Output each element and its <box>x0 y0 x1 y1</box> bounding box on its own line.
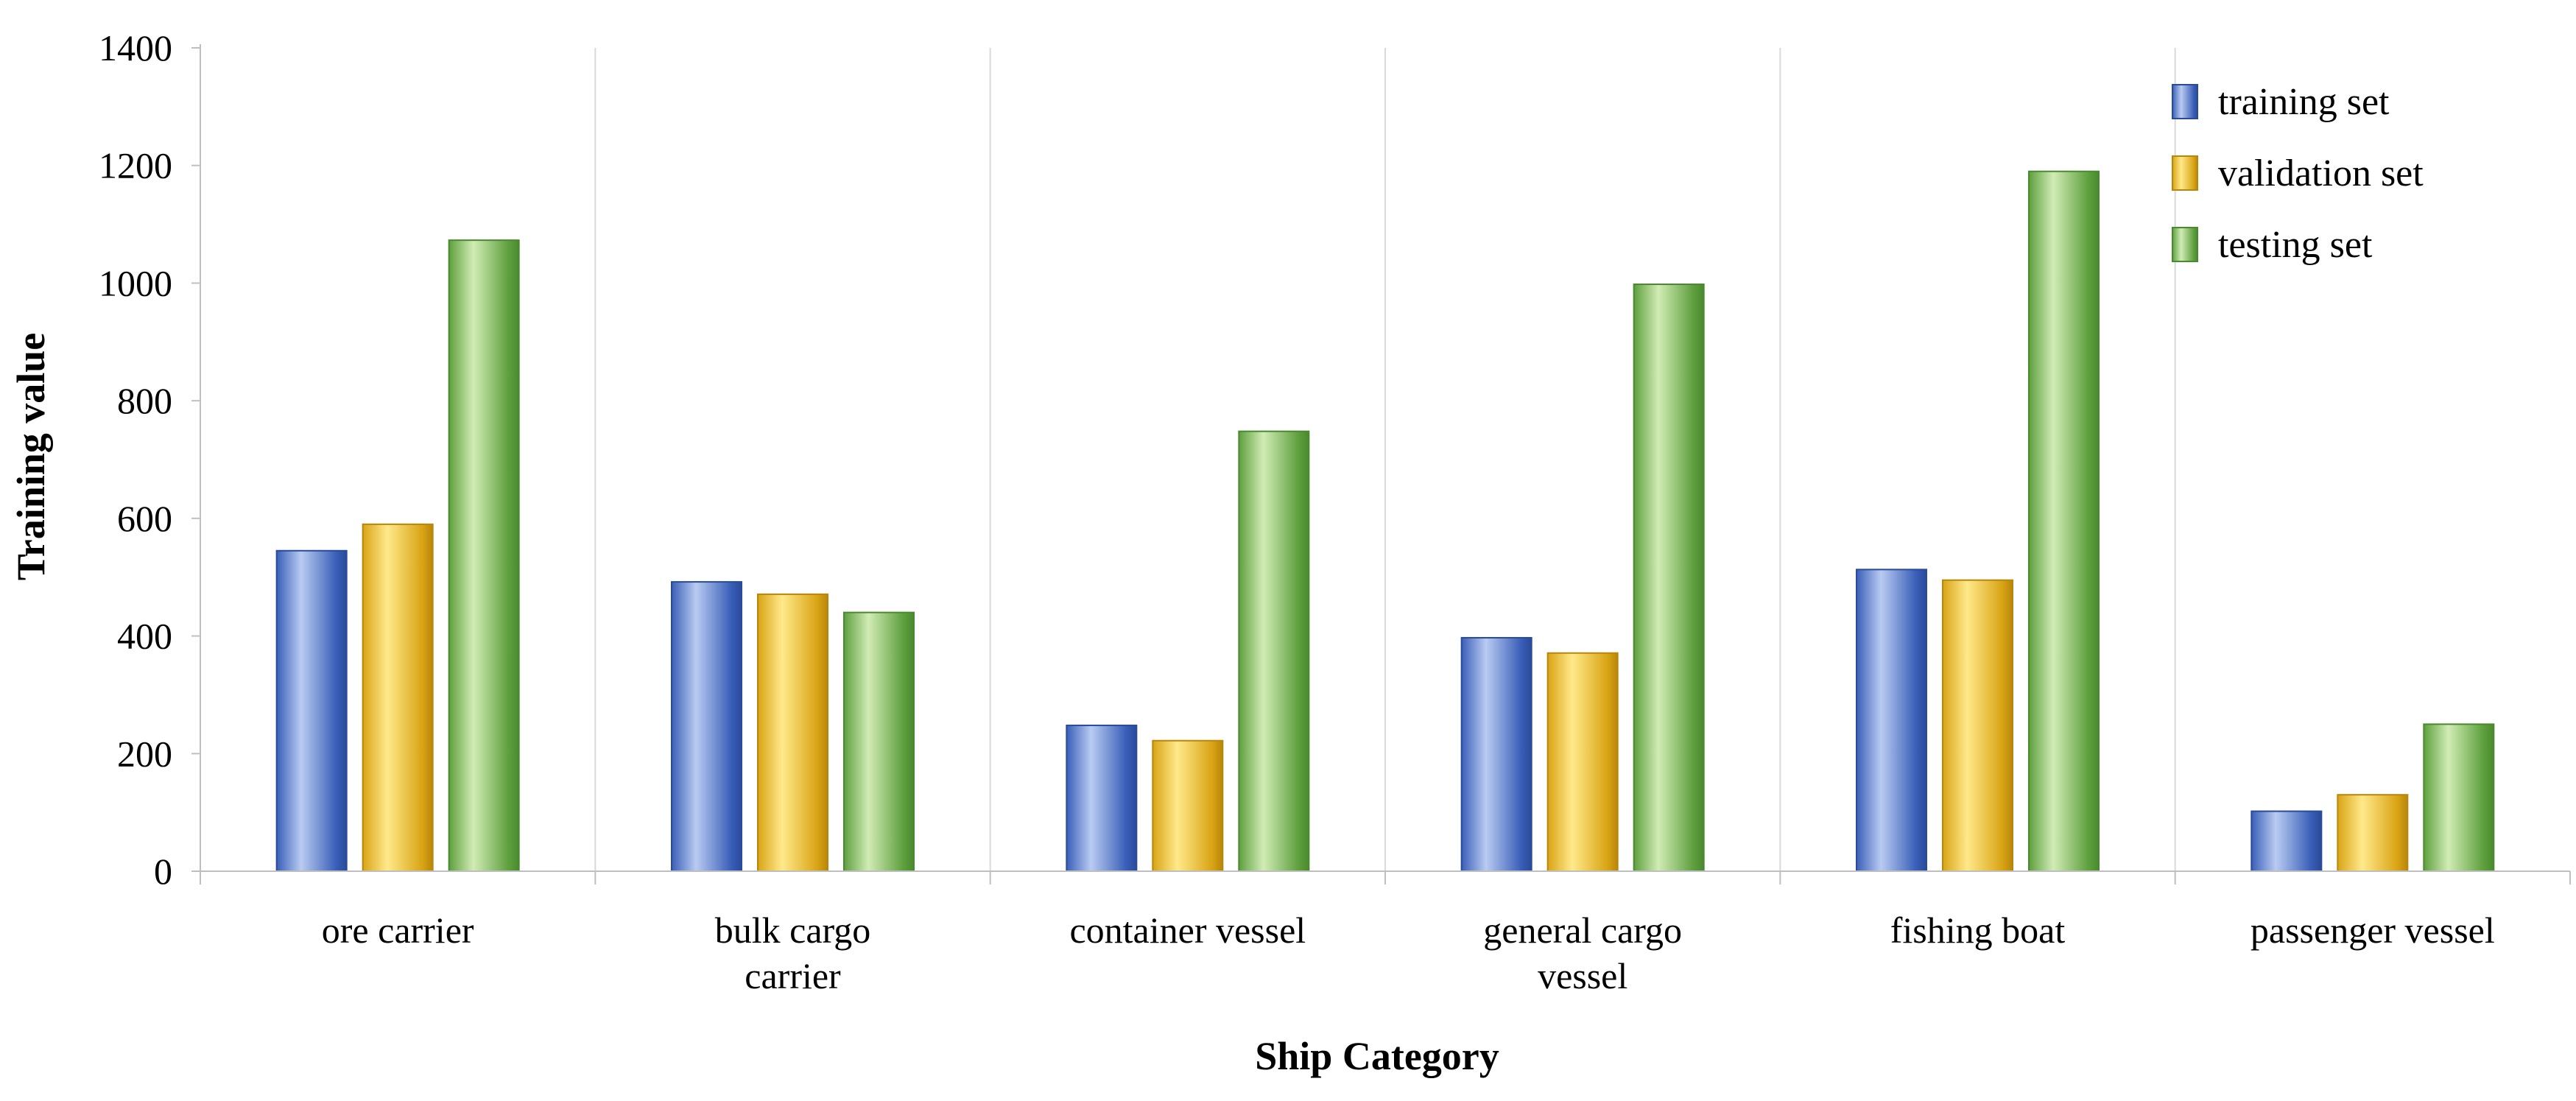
y-tick-label: 0 <box>154 851 172 892</box>
bar-training-set-bulk-cargo-carrier <box>671 581 742 872</box>
bar-training-set-general-cargo-vessel <box>1460 636 1532 873</box>
x-tick-label-general-cargo-vessel: vessel <box>1538 955 1627 996</box>
legend-swatch-testing-set <box>2172 227 2198 262</box>
y-axis-title: Training value <box>9 333 53 581</box>
y-tick-label: 1200 <box>99 145 172 186</box>
axes-layer: 0 200 400 600 800 1000 1200 1400 ore carrier bulk… <box>99 27 2571 996</box>
bar-testing-set-container-vessel <box>1238 430 1310 872</box>
bar-validation-set-fishing-boat <box>1942 579 2013 872</box>
bar-validation-set-passenger-vessel <box>2337 794 2409 872</box>
legend: training set validation set testing set <box>2172 81 2424 266</box>
bar-testing-set-passenger-vessel <box>2423 723 2495 872</box>
bar-training-set-container-vessel <box>1066 724 1138 872</box>
bar-testing-set-bulk-cargo-carrier <box>843 611 915 873</box>
y-tick-label: 1000 <box>99 262 172 303</box>
x-tick-label-ore-carrier: ore carrier <box>322 910 474 951</box>
y-tick-label: 800 <box>117 380 172 421</box>
x-tick-label-bulk-cargo-carrier: carrier <box>745 955 841 996</box>
bar-validation-set-container-vessel <box>1152 739 1224 873</box>
bar-training-set-passenger-vessel <box>2251 810 2323 872</box>
x-tick-label-passenger-vessel: passenger vessel <box>2251 910 2495 951</box>
bar-validation-set-bulk-cargo-carrier <box>757 593 828 872</box>
legend-swatch-training-set <box>2172 84 2198 119</box>
x-tick-label-general-cargo-vessel: general cargo <box>1483 910 1682 951</box>
x-axis-title: Ship Category <box>1255 1034 1499 1078</box>
y-tick-label: 1400 <box>99 27 172 68</box>
y-tick-label: 200 <box>117 733 172 774</box>
bars-layer <box>275 170 2495 873</box>
y-tick-label: 600 <box>117 498 172 539</box>
bar-testing-set-ore-carrier <box>448 239 520 872</box>
bar-training-set-fishing-boat <box>1856 569 1927 873</box>
bar-training-set-ore-carrier <box>275 549 348 872</box>
x-tick-label-container-vessel: container vessel <box>1069 910 1306 951</box>
bar-testing-set-fishing-boat <box>2028 170 2100 872</box>
bar-validation-set-general-cargo-vessel <box>1546 652 1619 872</box>
legend-label-training-set: training set <box>2218 81 2390 123</box>
bar-validation-set-ore-carrier <box>362 523 434 872</box>
x-tick-label-fishing-boat: fishing boat <box>1890 910 2066 951</box>
bar-testing-set-general-cargo-vessel <box>1633 284 1705 873</box>
legend-swatch-validation-set <box>2172 155 2198 191</box>
x-tick-label-bulk-cargo-carrier: bulk cargo <box>715 910 871 951</box>
legend-label-testing-set: testing set <box>2218 224 2373 266</box>
grid-layer <box>594 48 2176 871</box>
legend-label-validation-set: validation set <box>2218 152 2424 194</box>
y-tick-label: 400 <box>117 616 172 657</box>
